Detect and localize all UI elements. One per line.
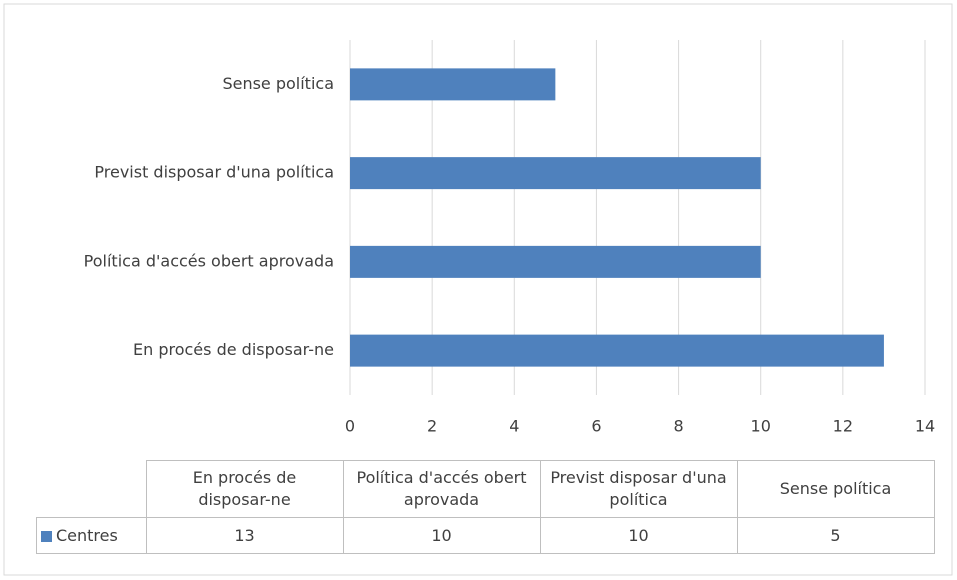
table-header: Política d'accés obert aprovada bbox=[342, 460, 541, 518]
x-tick-label: 0 bbox=[345, 417, 355, 436]
bar bbox=[350, 245, 761, 278]
table-value: 5 bbox=[736, 517, 935, 554]
y-tick-label: En procés de disposar-ne bbox=[133, 340, 334, 359]
legend-key bbox=[41, 530, 52, 542]
y-tick-label: Sense política bbox=[222, 74, 334, 93]
table-header: Previst disposar d'una política bbox=[539, 460, 738, 518]
table-header: En procés de disposar-ne bbox=[145, 460, 344, 518]
chart-frame bbox=[3, 3, 953, 576]
table-header: Sense política bbox=[736, 460, 935, 518]
bar bbox=[350, 157, 761, 190]
x-tick-label: 12 bbox=[833, 417, 853, 436]
x-tick-label: 6 bbox=[591, 417, 601, 436]
empty-cell bbox=[36, 460, 147, 518]
legend-cell: Centres bbox=[36, 517, 147, 554]
y-tick-label: Previst disposar d'una política bbox=[94, 163, 334, 182]
x-tick-label: 14 bbox=[915, 417, 935, 436]
table-value: 10 bbox=[539, 517, 738, 554]
legend-label: Centres bbox=[56, 525, 118, 545]
x-tick-label: 4 bbox=[509, 417, 519, 436]
table-value: 10 bbox=[342, 517, 541, 554]
table-value: 13 bbox=[145, 517, 344, 554]
x-tick-label: 8 bbox=[673, 417, 683, 436]
bar bbox=[350, 68, 556, 101]
data-table: En procés de disposar-ne Política d'accés… bbox=[36, 460, 935, 554]
bar bbox=[350, 334, 884, 367]
x-tick-label: 2 bbox=[427, 417, 437, 436]
y-tick-label: Política d'accés obert aprovada bbox=[84, 251, 334, 270]
x-tick-label: 10 bbox=[751, 417, 771, 436]
